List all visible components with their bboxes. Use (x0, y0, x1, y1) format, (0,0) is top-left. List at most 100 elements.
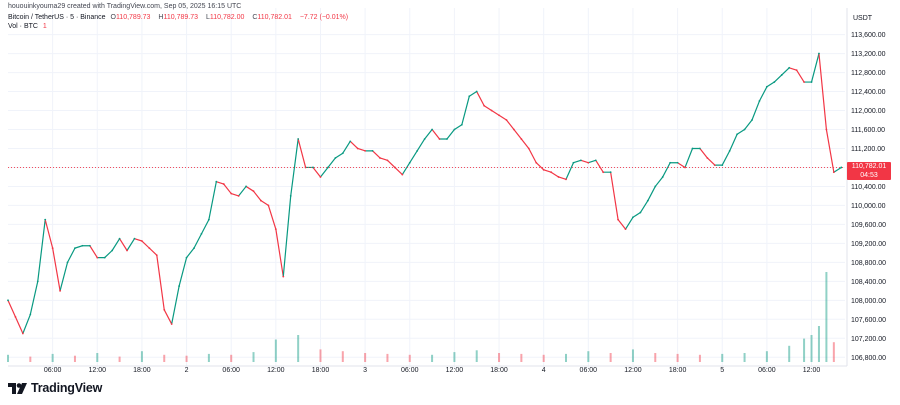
price-point (513, 128, 515, 131)
volume-bar (676, 353, 679, 362)
volume-bar (565, 353, 567, 362)
price-point (379, 157, 381, 159)
volume-bar (832, 342, 835, 362)
price-segment (565, 162, 575, 180)
volume-bar (319, 349, 322, 362)
y-tick-label: 110,400.00 (851, 184, 886, 191)
price-segment (491, 109, 500, 116)
price-segment (312, 166, 322, 178)
price-point (609, 171, 612, 174)
price-point (431, 128, 433, 131)
volume-bar (73, 355, 76, 362)
y-tick-label: 107,600.00 (851, 317, 886, 324)
price-point (758, 100, 761, 102)
price-segment (788, 67, 798, 71)
x-tick-label: 3 (363, 367, 367, 374)
volume-bar (765, 351, 768, 362)
price-point (795, 69, 798, 72)
price-segment (766, 81, 775, 88)
y-tick-label: 113,600.00 (851, 32, 886, 39)
price-point (780, 74, 783, 76)
price-point (222, 183, 225, 185)
price-segment (520, 138, 530, 150)
price-point (103, 256, 106, 259)
price-point (319, 176, 322, 178)
x-tick-label: 12:00 (446, 367, 464, 374)
volume-bar (498, 353, 501, 362)
price-segment (528, 147, 537, 164)
price-point (527, 147, 530, 150)
price-segment (7, 299, 17, 318)
volume-bar (609, 353, 612, 362)
price-segment (148, 247, 158, 256)
price-segment (476, 90, 485, 107)
price-segment (513, 128, 522, 140)
price-point (646, 199, 649, 202)
price-segment (543, 169, 552, 173)
price-point (297, 138, 300, 140)
price-point (237, 195, 240, 197)
tradingview-logo[interactable]: TradingView (8, 381, 102, 395)
volume-bar (698, 354, 701, 362)
price-segment (59, 261, 69, 292)
price-point (825, 128, 828, 131)
x-tick-label: 12:00 (89, 367, 107, 374)
volume-bar (803, 338, 806, 362)
price-segment (230, 192, 240, 197)
price-segment (37, 219, 46, 282)
price-point (542, 168, 545, 171)
price-segment (409, 150, 418, 164)
volume-bar (386, 353, 389, 362)
volume-bars (7, 272, 835, 362)
price-point (88, 244, 91, 247)
price-point (341, 152, 344, 155)
price-segment (580, 159, 589, 164)
y-tick-label: 109,600.00 (851, 222, 886, 229)
symbol-ohlc-row: Bitcoin / TetherUS · 5 · Binance O110,78… (8, 14, 351, 21)
price-point (475, 90, 478, 93)
price-segment (647, 185, 656, 202)
volume-bar (431, 354, 434, 362)
x-tick-label: 18:00 (490, 367, 508, 374)
price-segment (773, 74, 783, 83)
price-segment (483, 105, 493, 112)
bar-countdown: 04:53 (860, 172, 878, 180)
y-tick-label: 110,000.00 (851, 203, 886, 210)
price-point (21, 332, 24, 335)
price-segment (252, 190, 262, 202)
price-point (408, 161, 411, 164)
volume-bar (7, 354, 9, 362)
price-segment (52, 247, 61, 292)
price-segment (386, 159, 396, 169)
high-label: H (158, 14, 164, 21)
price-point (200, 232, 203, 235)
price-point (810, 81, 813, 83)
price-segment (498, 114, 508, 121)
price-segment (453, 124, 463, 131)
price-point (498, 114, 500, 117)
price-segment (617, 219, 627, 230)
price-segment (572, 159, 582, 164)
price-segment (74, 245, 84, 249)
price-point (401, 173, 404, 176)
close-label: C (252, 14, 258, 21)
price-segment (587, 159, 597, 164)
price-segment (624, 216, 634, 230)
price-point (267, 204, 270, 207)
price-segment (595, 159, 604, 173)
price-point (684, 166, 686, 169)
price-point (252, 190, 255, 193)
high-value: 110,789.73 (163, 14, 198, 21)
high-group: H110,789.73 (158, 14, 201, 21)
price-point (669, 161, 672, 164)
price-segment (334, 152, 344, 159)
price-segment (104, 249, 113, 259)
price-segment (14, 316, 24, 335)
change-value: −7.72 (−0.01%) (299, 14, 349, 21)
price-segment (676, 162, 686, 169)
price-segment (208, 181, 217, 221)
price-segment (833, 166, 842, 173)
price-point (483, 104, 486, 107)
